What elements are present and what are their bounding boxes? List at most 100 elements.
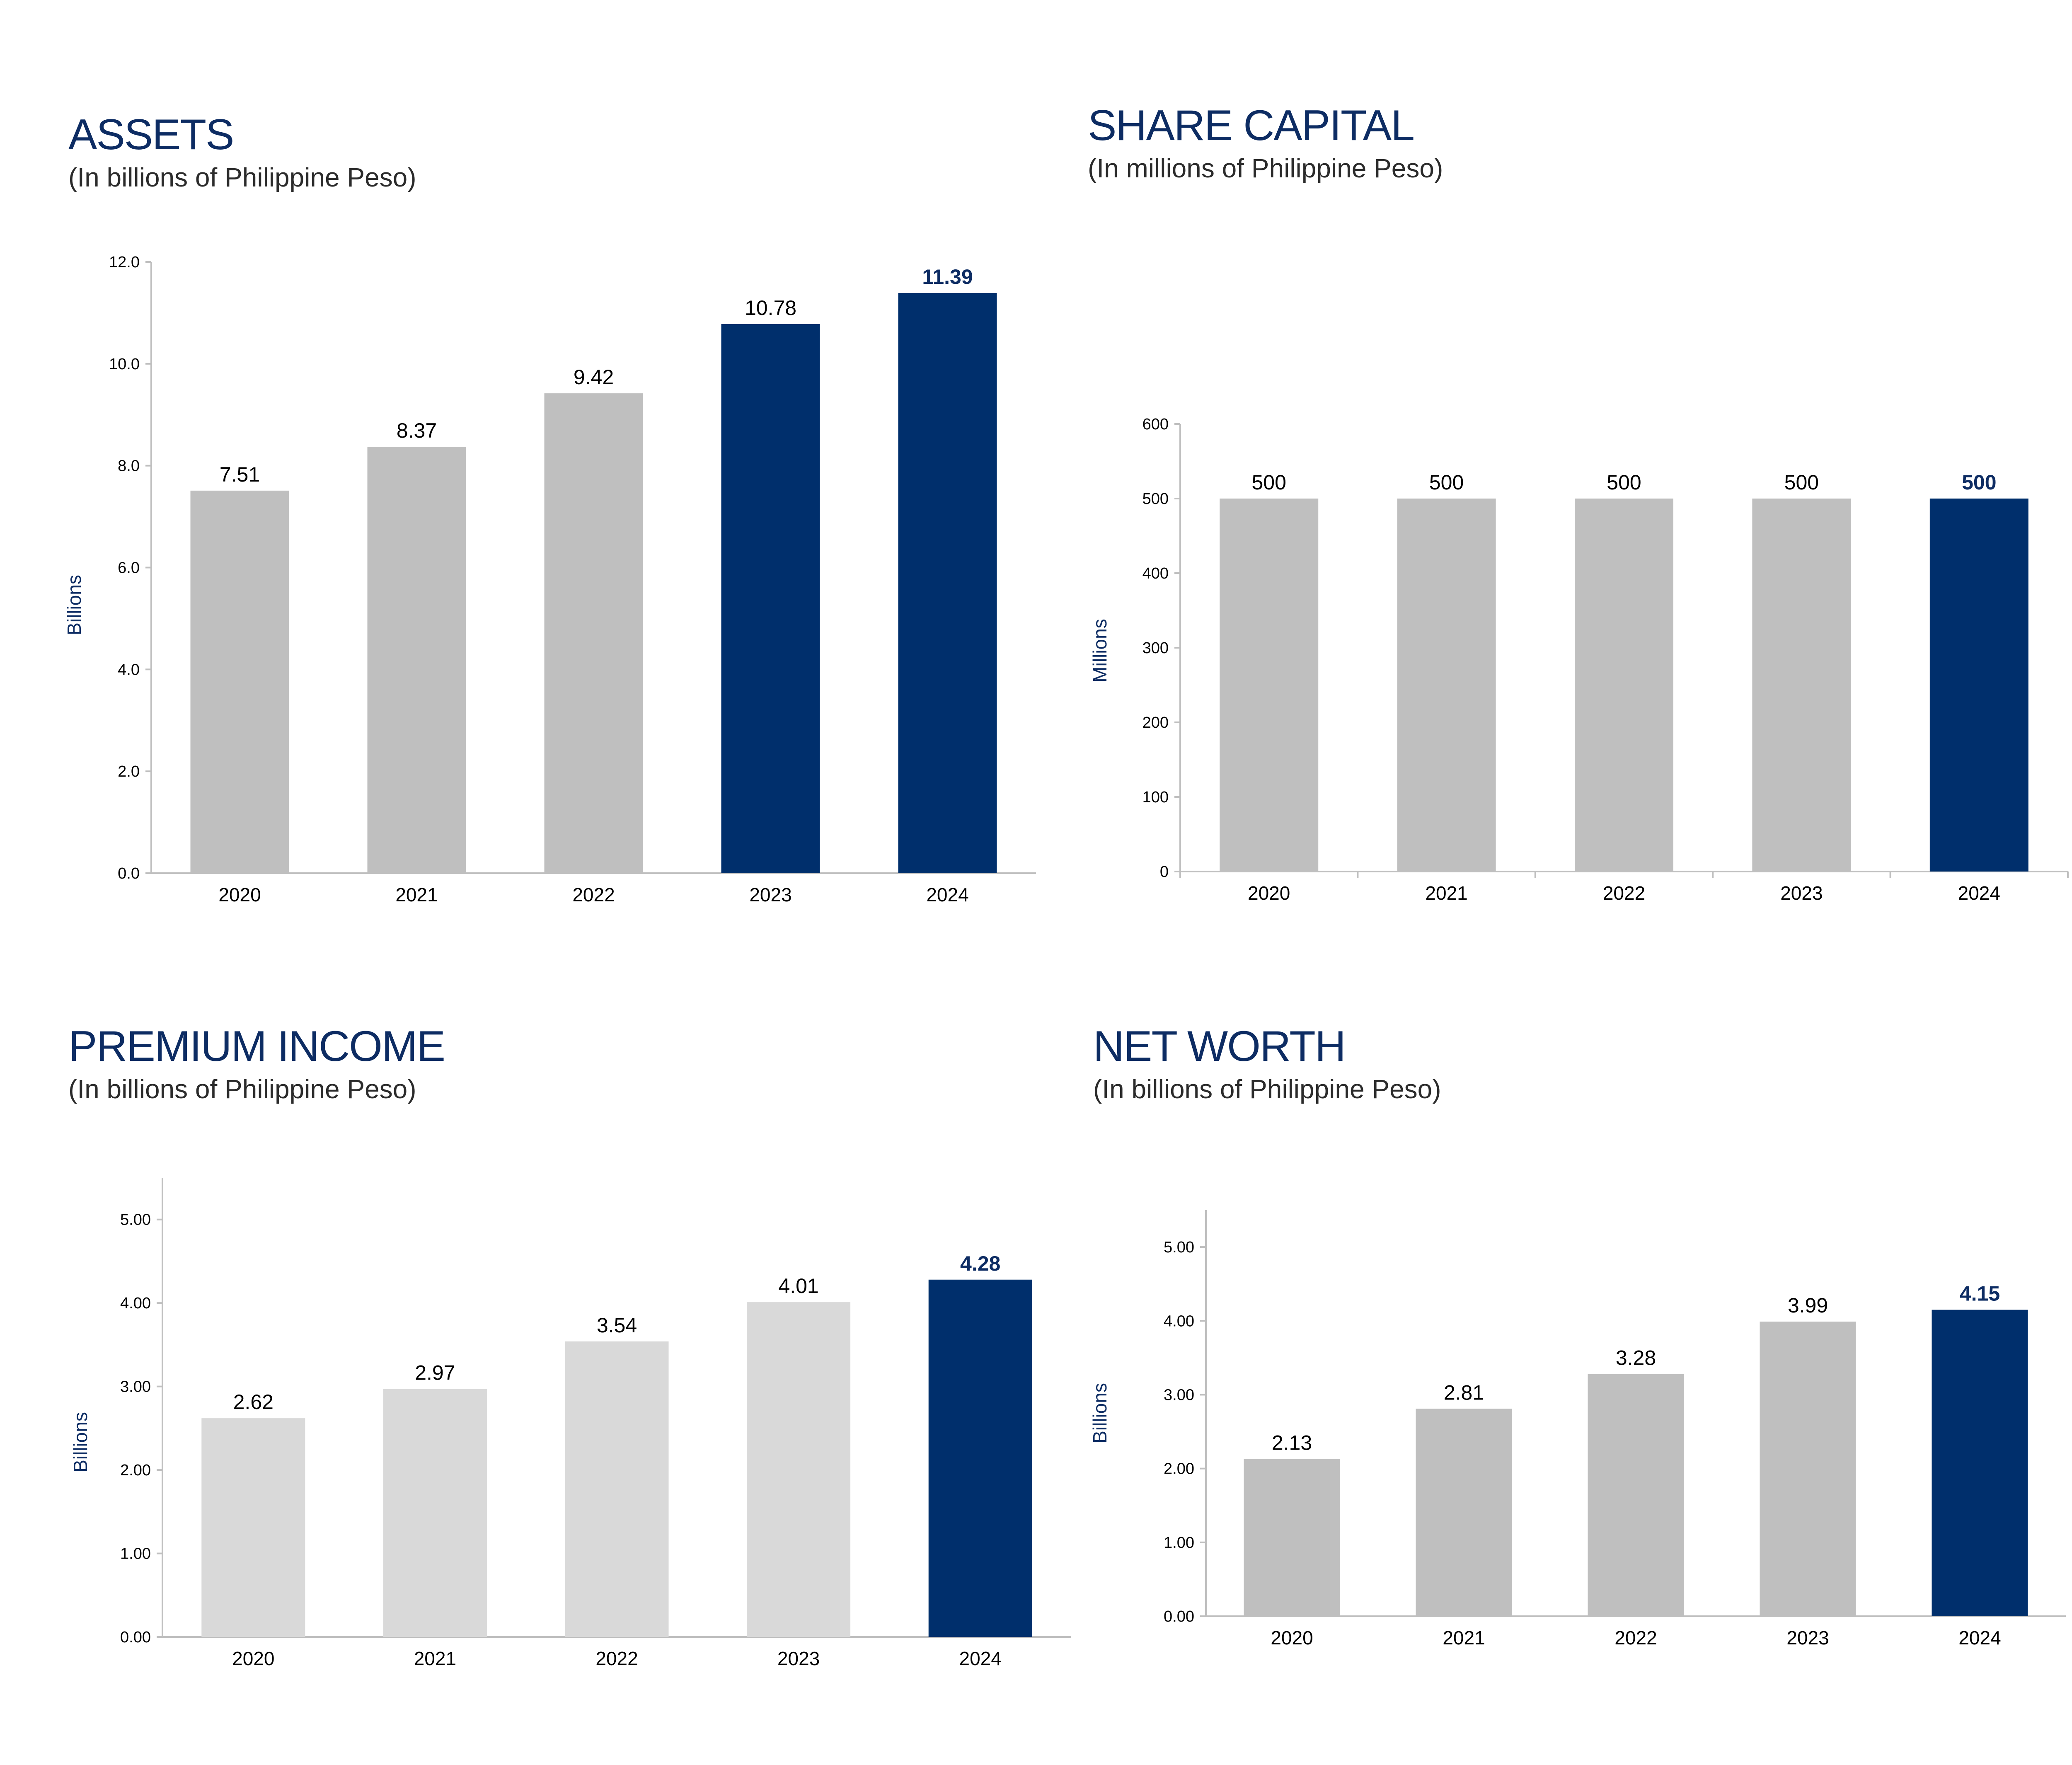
net-worth-value-label-2023: 3.99	[1788, 1294, 1828, 1317]
net-worth-x-tick-label-2022: 2022	[1615, 1627, 1657, 1649]
assets-bar-chart: 0.0 2.0 4.0 6.0 8.0 10.0 12.0 Billions 7.51 2020 8…	[63, 254, 1036, 906]
net-worth-x-tick-label-2023: 2023	[1786, 1627, 1829, 1649]
assets-x-tick-label-2023: 2023	[749, 884, 792, 906]
share-capital-x-tick-label-2024: 2024	[1958, 882, 2000, 904]
premium-income-bar-2020	[201, 1418, 305, 1637]
assets-y-axis-title: Billions	[63, 575, 85, 635]
assets-x-tick-label-2021: 2021	[395, 884, 438, 906]
premium-income-value-label-2024: 4.28	[960, 1252, 1000, 1275]
net-worth-bar-2022	[1588, 1374, 1684, 1616]
assets-bar-2022	[544, 393, 643, 873]
share-capital-value-label-2021: 500	[1429, 471, 1464, 494]
share-capital-x-tick-label-2020: 2020	[1248, 882, 1290, 904]
net-worth-y-axis-title: Billions	[1089, 1383, 1111, 1443]
net-worth-y-tick-label: 1.00	[1164, 1534, 1194, 1552]
premium-income-x-tick-label-2021: 2021	[414, 1648, 456, 1669]
net-worth-x-tick-label-2021: 2021	[1443, 1627, 1485, 1649]
premium-income-x-tick-label-2024: 2024	[959, 1648, 1002, 1669]
premium-income-x-tick-label-2022: 2022	[595, 1648, 638, 1669]
premium-income-bar-2022	[565, 1341, 669, 1637]
premium-income-bar-2021	[383, 1389, 487, 1637]
share-capital-bar-2020	[1220, 499, 1319, 872]
assets-x-tick-label-2024: 2024	[926, 884, 968, 906]
premium-income-value-label-2021: 2.97	[415, 1361, 455, 1385]
net-worth-value-label-2020: 2.13	[1272, 1431, 1312, 1454]
assets-bar-2021	[367, 447, 466, 873]
share-capital-y-tick-label: 500	[1143, 490, 1169, 508]
share-capital-value-label-2024: 500	[1962, 471, 1996, 494]
assets-y-tick-label: 6.0	[118, 559, 140, 577]
net-worth-x-tick-label-2024: 2024	[1958, 1627, 2001, 1649]
share-capital-y-tick-label: 200	[1143, 714, 1169, 731]
net-worth-value-label-2021: 2.81	[1444, 1381, 1484, 1404]
premium-income-x-tick-label-2020: 2020	[232, 1648, 274, 1669]
share-capital-chart-subtitle: (In millions of Philippine Peso)	[1088, 153, 1443, 183]
premium-income-x-tick-label-2023: 2023	[777, 1648, 820, 1669]
net-worth-chart-title: NET WORTH	[1093, 1022, 1345, 1070]
assets-bar-2023	[721, 324, 820, 874]
assets-chart-title: ASSETS	[68, 111, 233, 159]
assets-value-label-2023: 10.78	[745, 296, 796, 320]
share-capital-x-tick-label-2021: 2021	[1425, 882, 1467, 904]
share-capital-bar-chart: 0 100 200 300 400 500 600 Millions 500 2020 500 202…	[1089, 416, 2069, 904]
net-worth-x-tick-label-2020: 2020	[1271, 1627, 1313, 1649]
premium-income-value-label-2022: 3.54	[597, 1314, 637, 1337]
share-capital-x-tick-label-2023: 2023	[1780, 882, 1823, 904]
net-worth-bar-2024	[1932, 1310, 2028, 1616]
net-worth-y-tick-label: 5.00	[1164, 1239, 1194, 1256]
premium-income-y-tick-label: 0.00	[120, 1629, 151, 1646]
net-worth-y-tick-label: 0.00	[1164, 1608, 1194, 1625]
assets-value-label-2021: 8.37	[397, 419, 437, 442]
share-capital-x-tick-label-2022: 2022	[1603, 882, 1645, 904]
net-worth-y-tick-label: 2.00	[1164, 1460, 1194, 1478]
assets-chart-subtitle: (In billions of Philippine Peso)	[68, 162, 416, 192]
premium-income-chart-subtitle: (In billions of Philippine Peso)	[68, 1074, 416, 1104]
assets-value-label-2024: 11.39	[922, 265, 973, 288]
premium-income-bar-chart: 0.00 1.00 2.00 3.00 4.00 5.00 Billions 2.62 2020…	[70, 1178, 1071, 1669]
net-worth-chart-subtitle: (In billions of Philippine Peso)	[1093, 1074, 1441, 1104]
assets-value-label-2020: 7.51	[220, 463, 260, 486]
share-capital-value-label-2023: 500	[1784, 471, 1819, 494]
premium-income-value-label-2020: 2.62	[233, 1390, 274, 1414]
share-capital-y-tick-label: 600	[1143, 416, 1169, 433]
assets-y-tick-label: 12.0	[109, 254, 140, 271]
assets-y-tick-label: 2.0	[118, 763, 140, 780]
share-capital-y-tick-label: 400	[1143, 565, 1169, 582]
share-capital-y-tick-label: 100	[1143, 789, 1169, 806]
premium-income-y-tick-label: 5.00	[120, 1211, 151, 1229]
share-capital-bar-2024	[1929, 499, 2028, 872]
share-capital-y-axis-title: Millions	[1089, 619, 1111, 682]
share-capital-bar-2021	[1397, 499, 1496, 872]
net-worth-value-label-2024: 4.15	[1960, 1282, 2000, 1305]
share-capital-chart-title: SHARE CAPITAL	[1088, 102, 1414, 150]
premium-income-bar-2023	[747, 1302, 851, 1637]
premium-income-chart-title: PREMIUM INCOME	[68, 1022, 445, 1070]
assets-x-tick-label-2022: 2022	[572, 884, 615, 906]
assets-y-tick-label: 0.0	[118, 865, 140, 882]
premium-income-y-tick-label: 1.00	[120, 1545, 151, 1563]
net-worth-value-label-2022: 3.28	[1616, 1346, 1656, 1370]
assets-y-tick-label: 10.0	[109, 356, 140, 373]
share-capital-bar-2023	[1752, 499, 1851, 872]
share-capital-bar-2022	[1575, 499, 1673, 872]
premium-income-y-tick-label: 4.00	[120, 1295, 151, 1312]
share-capital-y-tick-label: 300	[1143, 639, 1169, 657]
net-worth-y-tick-label: 3.00	[1164, 1386, 1194, 1404]
share-capital-y-tick-label: 0	[1160, 863, 1169, 881]
premium-income-y-tick-label: 2.00	[120, 1462, 151, 1479]
net-worth-y-tick-label: 4.00	[1164, 1312, 1194, 1330]
premium-income-value-label-2023: 4.01	[778, 1274, 818, 1298]
assets-y-tick-label: 8.0	[118, 458, 140, 475]
premium-income-y-tick-label: 3.00	[120, 1378, 151, 1396]
net-worth-bar-2020	[1244, 1459, 1340, 1616]
net-worth-bar-chart: 0.00 1.00 2.00 3.00 4.00 5.00 Billions 2.13 2020…	[1089, 1210, 2066, 1649]
premium-income-y-axis-title: Billions	[70, 1412, 91, 1472]
share-capital-value-label-2020: 500	[1251, 471, 1286, 494]
net-worth-bar-2023	[1760, 1322, 1856, 1616]
assets-value-label-2022: 9.42	[574, 366, 614, 389]
assets-bar-2024	[898, 293, 997, 873]
assets-x-tick-label-2020: 2020	[218, 884, 261, 906]
share-capital-value-label-2022: 500	[1607, 471, 1641, 494]
assets-y-tick-label: 4.0	[118, 661, 140, 678]
